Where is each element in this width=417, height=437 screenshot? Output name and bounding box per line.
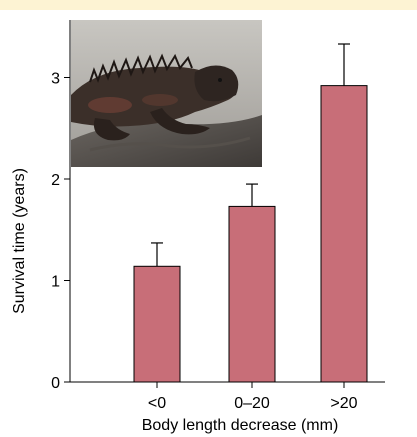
bar [320,85,368,383]
y-tick-label: 1 [51,274,60,291]
y-tick-label: 0 [51,375,60,392]
x-tick-label: >20 [330,395,357,412]
bar [228,205,276,383]
bar [133,265,181,383]
iguana-photo [71,20,262,167]
x-tick-label: 0–20 [234,395,270,412]
y-tick-label: 3 [51,71,60,88]
top-strip [0,0,417,10]
x-tick-label: <0 [148,395,166,412]
y-tick-label: 2 [51,172,60,189]
y-axis-label: Survival time (years) [11,168,28,314]
x-axis-label: Body length decrease (mm) [142,417,339,434]
